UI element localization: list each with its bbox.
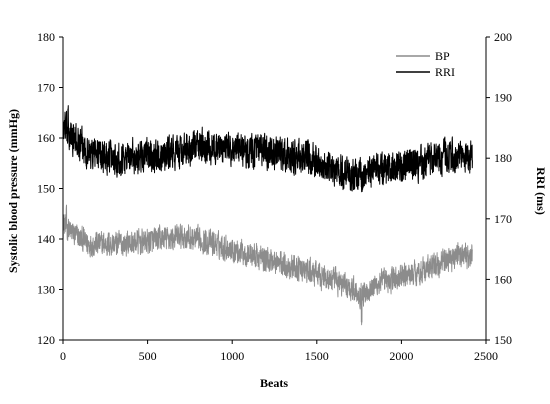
- x-axis-title: Beats: [260, 376, 288, 390]
- x-tick-label: 500: [139, 349, 157, 363]
- series-layer: [62, 105, 473, 326]
- x-tick-label: 1000: [220, 349, 244, 363]
- left-y-tick-label: 140: [37, 232, 55, 246]
- right-y-tick-label: 160: [494, 272, 512, 286]
- x-tick-label: 1500: [305, 349, 329, 363]
- right-y-tick-label: 170: [494, 212, 512, 226]
- ticks-layer: 0 500 1000 1500 2000 2500 120 130 140 150 160 170 18…: [37, 30, 512, 363]
- legend: BP RRI: [396, 49, 455, 79]
- left-y-axis-title: Systolic blood pressure (mmHg): [6, 109, 20, 273]
- series-line-bp: [62, 204, 473, 326]
- left-y-tick-label: 130: [37, 283, 55, 297]
- right-y-axis-title: RRI (ms): [534, 167, 548, 215]
- right-y-tick-label: 190: [494, 91, 512, 105]
- series-line-rri: [62, 105, 473, 193]
- left-y-tick-label: 150: [37, 182, 55, 196]
- legend-label-rri: RRI: [435, 65, 455, 79]
- right-y-tick-label: 180: [494, 151, 512, 165]
- left-y-tick-label: 170: [37, 81, 55, 95]
- x-tick-label: 0: [60, 349, 66, 363]
- legend-label-bp: BP: [435, 49, 450, 63]
- left-y-tick-label: 160: [37, 131, 55, 145]
- x-tick-label: 2500: [474, 349, 498, 363]
- right-y-tick-label: 200: [494, 30, 512, 44]
- left-y-tick-label: 180: [37, 30, 55, 44]
- right-y-tick-label: 150: [494, 333, 512, 347]
- x-tick-label: 2000: [389, 349, 413, 363]
- left-y-tick-label: 120: [37, 333, 55, 347]
